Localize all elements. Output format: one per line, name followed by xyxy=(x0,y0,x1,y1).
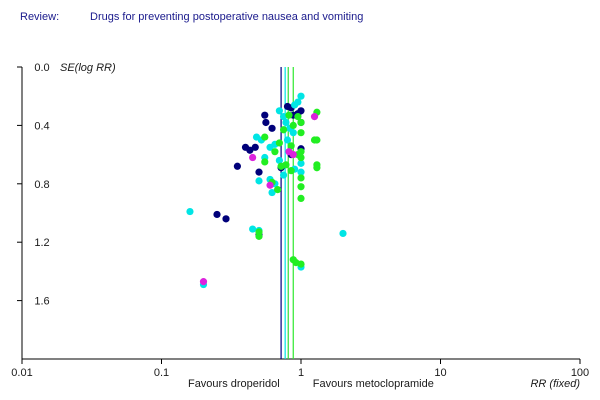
data-point xyxy=(213,210,221,219)
favours-left-label: Favours droperidol xyxy=(188,378,280,390)
data-point xyxy=(289,151,297,159)
data-point xyxy=(249,225,257,233)
data-point xyxy=(279,113,288,121)
y-tick-label: 0.0 xyxy=(34,62,49,74)
review-label: Review: xyxy=(20,11,60,23)
data-point xyxy=(251,143,259,151)
data-point xyxy=(262,118,270,127)
data-point xyxy=(297,118,305,127)
data-point xyxy=(252,133,261,141)
data-point xyxy=(274,186,282,194)
y-tick-label: 1.2 xyxy=(34,237,49,249)
data-point xyxy=(268,124,276,132)
data-point xyxy=(268,188,276,197)
data-point xyxy=(297,153,305,162)
y-tick-label: 0.8 xyxy=(34,179,49,191)
axis-ticks: 0.0 0.4 0.8 1.2 1.6 0.01 0.1 1 10 100 xyxy=(11,62,589,379)
x-tick-label: 1 xyxy=(298,367,304,379)
data-point xyxy=(297,194,305,202)
data-point xyxy=(282,118,290,127)
data-point xyxy=(297,168,305,176)
data-point xyxy=(283,136,292,144)
data-point xyxy=(313,164,321,172)
data-point xyxy=(249,153,257,162)
data-point xyxy=(285,111,293,119)
data-point xyxy=(310,113,319,121)
data-point xyxy=(266,181,274,189)
data-point xyxy=(275,107,283,115)
data-point xyxy=(261,111,269,119)
data-point xyxy=(291,101,299,109)
data-point xyxy=(294,113,302,121)
y-axis-label: SE(log RR) xyxy=(60,62,116,74)
data-point xyxy=(261,133,269,141)
y-tick-label: 0.4 xyxy=(34,120,49,132)
data-point xyxy=(266,143,274,151)
data-point xyxy=(271,148,279,156)
data-point xyxy=(255,177,263,185)
data-point xyxy=(297,92,305,100)
data-point xyxy=(297,129,305,137)
data-point xyxy=(297,107,305,115)
data-point xyxy=(255,232,263,240)
data-point xyxy=(222,215,230,223)
data-point xyxy=(297,174,305,182)
data-point xyxy=(287,167,295,175)
review-title: Drugs for preventing postoperative nause… xyxy=(90,11,364,23)
data-point xyxy=(297,159,305,167)
data-point xyxy=(289,121,297,129)
data-point xyxy=(287,142,295,150)
x-tick-label: 10 xyxy=(434,367,446,379)
data-point xyxy=(186,207,194,216)
data-point xyxy=(241,143,250,151)
data-point xyxy=(275,139,283,147)
x-tick-label: 0.01 xyxy=(11,367,32,379)
x-axis-label: RR (fixed) xyxy=(530,378,580,390)
x-tick-label: 0.1 xyxy=(154,367,169,379)
data-point xyxy=(279,171,288,179)
y-tick-label: 1.6 xyxy=(34,296,49,308)
data-point xyxy=(233,162,241,170)
data-point xyxy=(199,278,208,286)
x-tick-label: 100 xyxy=(571,367,589,379)
data-point xyxy=(339,229,347,238)
data-point xyxy=(297,183,305,191)
data-point xyxy=(277,162,285,170)
data-point xyxy=(289,129,297,137)
data-point xyxy=(297,260,305,268)
data-point xyxy=(261,158,269,166)
data-point xyxy=(279,126,288,134)
data-point xyxy=(313,136,321,144)
data-points xyxy=(186,92,347,289)
favours-right-label: Favours metoclopramide xyxy=(313,378,434,390)
data-point xyxy=(275,156,283,165)
data-point xyxy=(255,168,263,176)
